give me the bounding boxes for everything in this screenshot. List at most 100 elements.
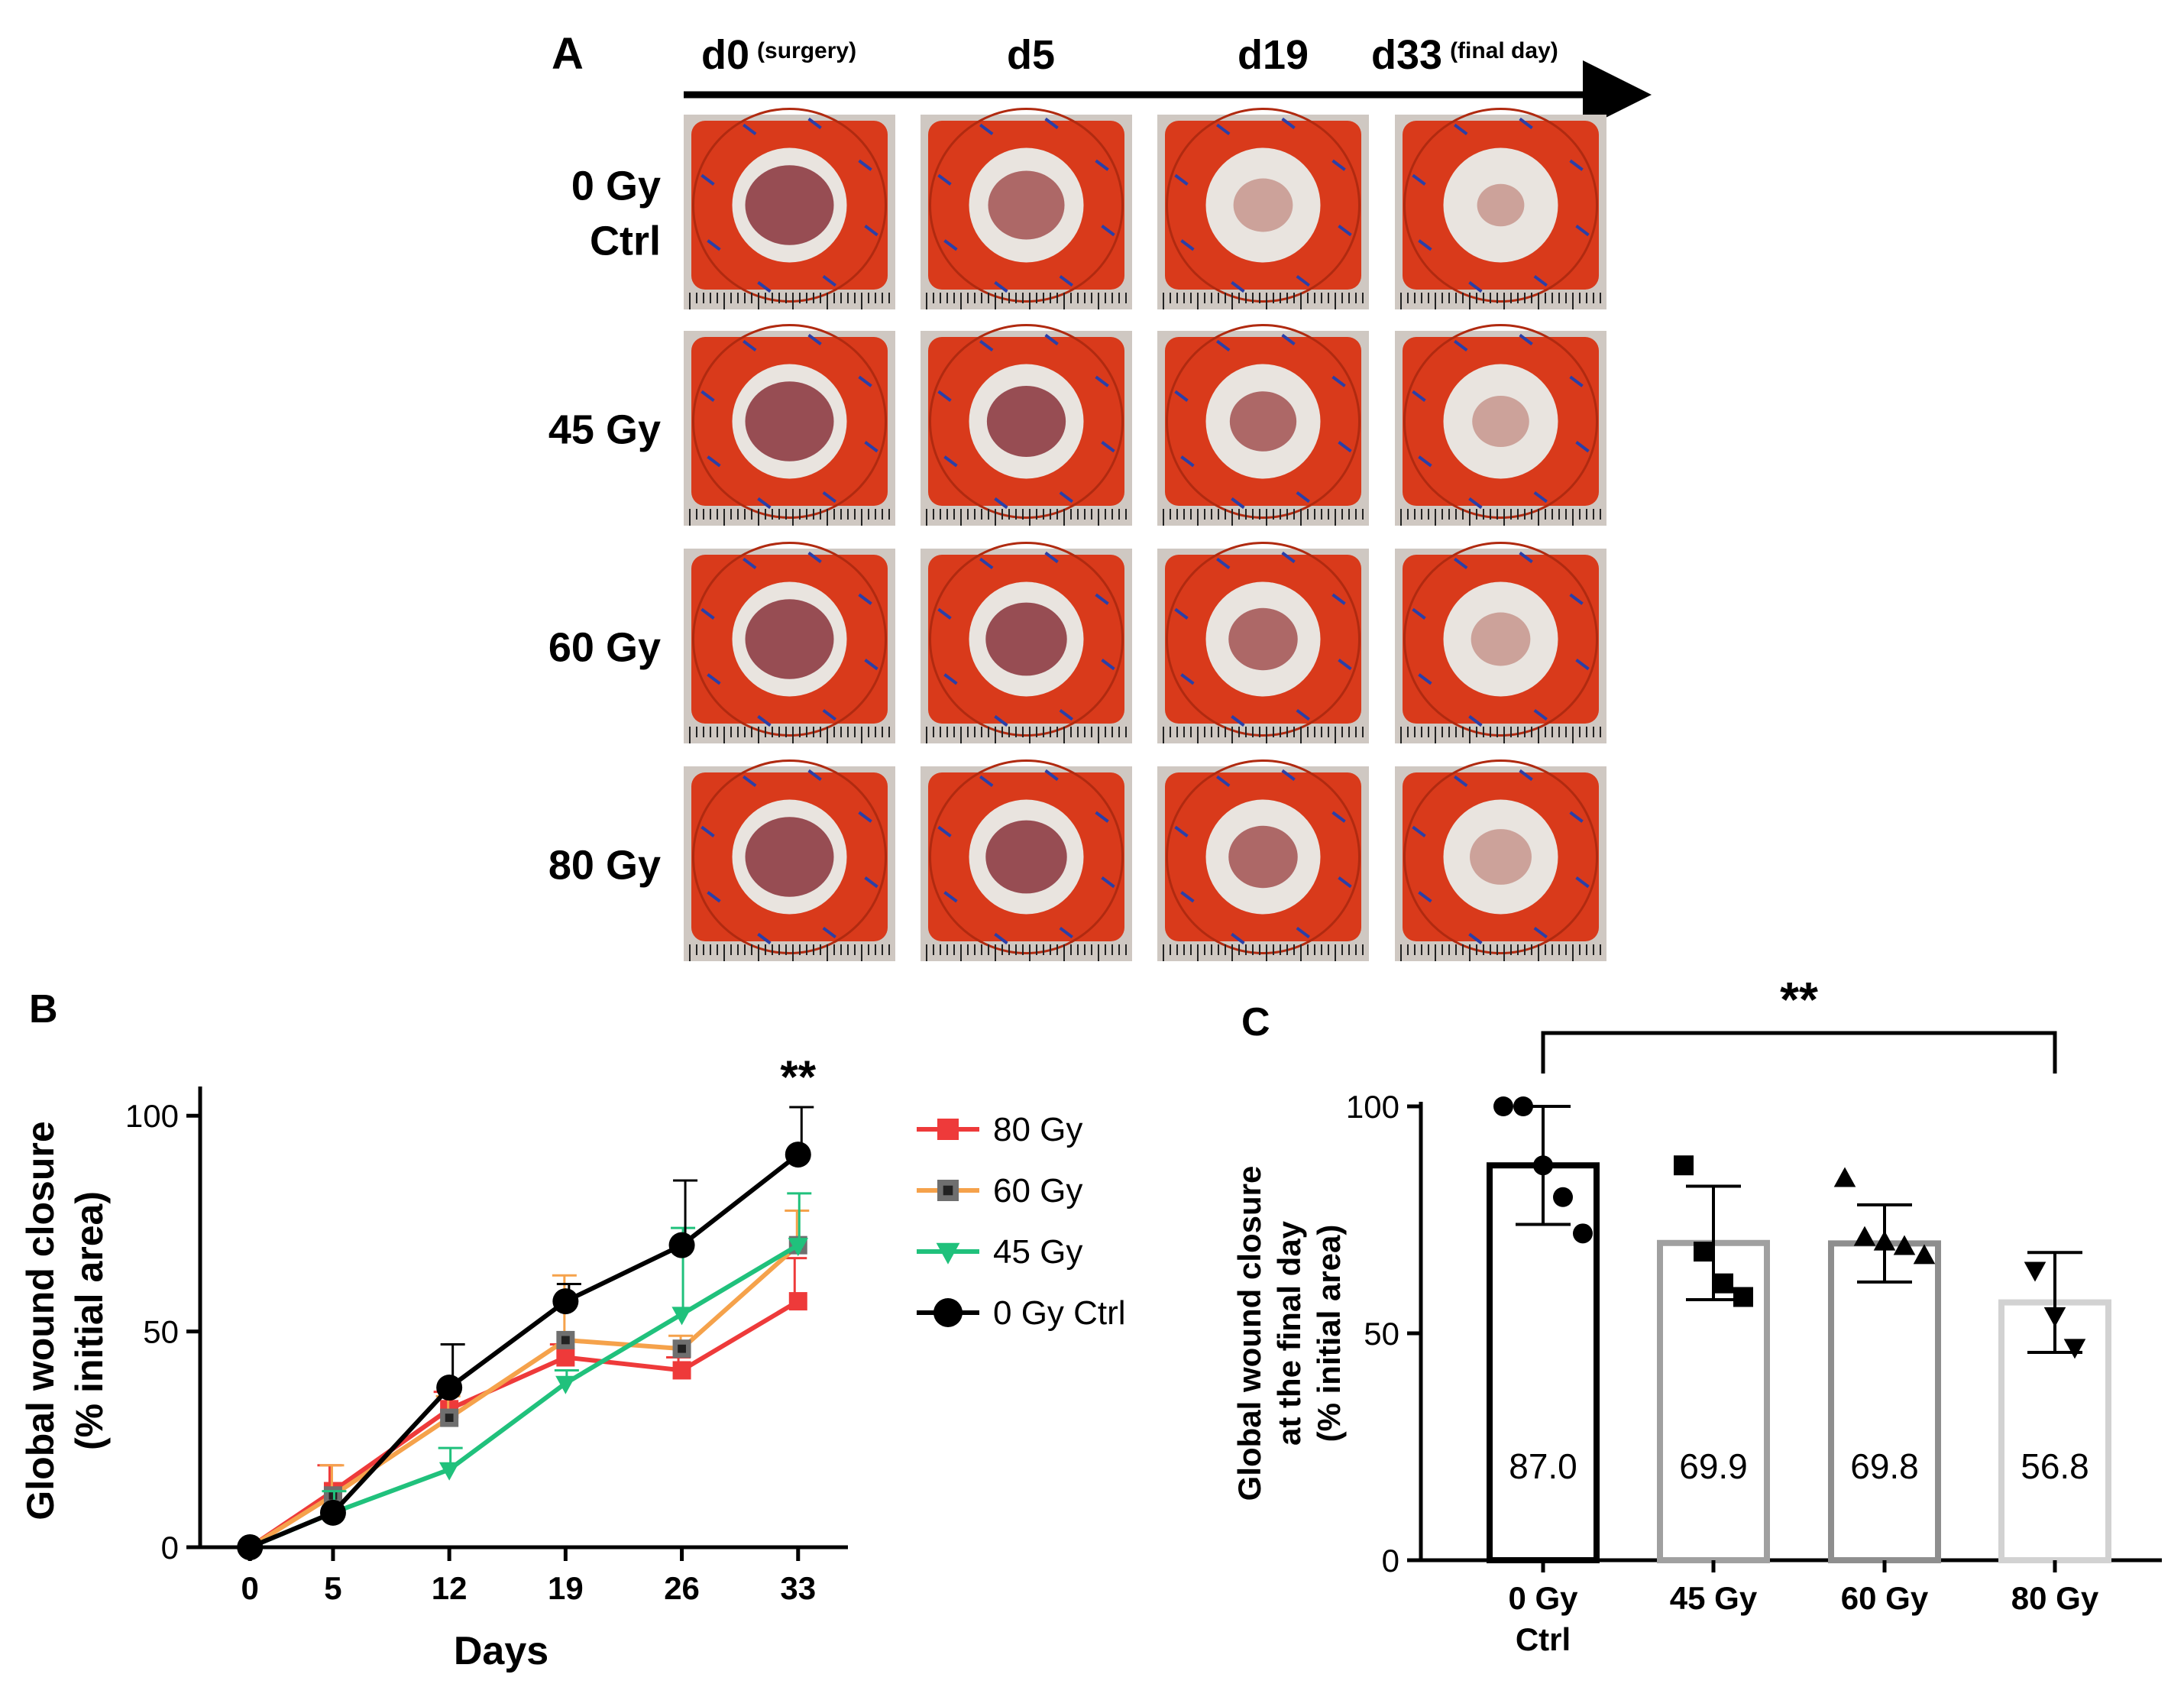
suture: [707, 455, 721, 468]
suture: [943, 673, 958, 685]
suture: [1331, 811, 1346, 823]
suture: [1418, 891, 1432, 903]
suture: [1101, 224, 1115, 237]
legend-marker-core: [943, 1185, 953, 1196]
suture: [864, 440, 878, 453]
panel-a-label: A: [552, 29, 584, 79]
suture: [1281, 333, 1296, 346]
suture: [700, 607, 715, 620]
suture: [1412, 825, 1426, 838]
suture: [807, 769, 822, 782]
suture: [1454, 123, 1468, 136]
individual-point: [2063, 1339, 2086, 1359]
individual-point: [2043, 1307, 2066, 1327]
row-label-1: 45 Gy: [548, 407, 661, 453]
x-tick-label: 80 Gy: [2011, 1580, 2099, 1616]
frame-edge: [1403, 108, 1598, 303]
wound-bed: [745, 165, 834, 245]
suture: [757, 714, 772, 727]
individual-point: [1694, 1242, 1713, 1262]
frame-edge: [929, 542, 1124, 737]
series-line: [248, 1299, 800, 1550]
series-0-gy-ctrl: [237, 1106, 814, 1560]
suture: [1468, 497, 1483, 510]
suture: [979, 775, 994, 788]
suture: [1296, 491, 1310, 504]
wound-photo-r1-c0: [684, 324, 895, 526]
legend-item: 0 Gy Ctrl: [917, 1294, 1126, 1332]
suture: [743, 557, 757, 570]
suture: [1216, 339, 1231, 352]
timeline-note: (surgery): [757, 38, 856, 63]
y-tick-label: 100: [125, 1098, 179, 1134]
row-label-3: 80 Gy: [548, 843, 661, 889]
data-point: [237, 1534, 264, 1560]
suture: [864, 224, 878, 237]
wound-bed: [745, 817, 834, 897]
x-tick-label: 0: [241, 1570, 259, 1606]
suture: [943, 239, 958, 251]
timeline-day: d19: [1238, 32, 1309, 78]
wound-bed: [1228, 607, 1298, 671]
data-point: [672, 1361, 691, 1380]
suture: [1231, 932, 1245, 945]
y-axis-title-line: (% initial area): [68, 1191, 111, 1450]
suture: [1180, 891, 1195, 903]
suture: [1533, 491, 1548, 504]
data-point-core: [445, 1414, 454, 1422]
wound-bed: [985, 602, 1067, 676]
frame-edge: [692, 759, 887, 954]
suture: [1231, 280, 1245, 293]
suture: [700, 825, 715, 838]
suture: [707, 891, 721, 903]
suture: [937, 607, 952, 620]
legend-label: 45 Gy: [993, 1233, 1082, 1271]
y-tick-label: 0: [1382, 1543, 1399, 1579]
data-point: [556, 1330, 575, 1349]
timeline-day: d0: [701, 32, 749, 78]
suture: [1216, 123, 1231, 136]
bar-value-label: 69.9: [1679, 1446, 1748, 1486]
suture: [707, 239, 721, 251]
suture: [1174, 173, 1189, 186]
panel-b-label: B: [29, 987, 58, 1031]
row-label-0: 0 Gy: [571, 164, 661, 209]
bar-group-2: 69.8 60 Gy: [1828, 1167, 1941, 1616]
wound-bed: [1472, 395, 1529, 448]
suture: [807, 551, 822, 564]
suture: [1216, 557, 1231, 570]
panel-c: C 0 50 100 Global wound closure at the final…: [1231, 972, 2162, 1657]
suture: [1296, 708, 1310, 721]
suture: [858, 593, 872, 605]
data-point: [785, 1142, 811, 1168]
legend-label: 0 Gy Ctrl: [993, 1294, 1126, 1332]
bar-chart: 0 50 100 Global wound closure at the final d…: [1231, 972, 2162, 1657]
frame-edge: [1166, 324, 1361, 519]
x-tick-label: 12: [432, 1570, 468, 1606]
suture: [743, 123, 757, 136]
wound-photo-r1-c3: [1395, 324, 1606, 526]
legend-item: 60 Gy: [917, 1172, 1082, 1210]
timeline-day: d33: [1371, 32, 1442, 78]
wound-photo-r0-c2: [1157, 108, 1369, 309]
wound-bed: [1477, 183, 1525, 227]
legend-label: 60 Gy: [993, 1172, 1082, 1210]
row-label-2: 60 Gy: [548, 625, 661, 671]
suture: [1575, 876, 1590, 889]
suture: [1296, 274, 1310, 287]
photo-grid: [684, 108, 1606, 961]
individual-point: [2024, 1261, 2046, 1282]
data-point: [788, 1292, 807, 1311]
suture: [757, 497, 772, 510]
wound-photo-r3-c3: [1395, 759, 1606, 961]
suture: [1569, 375, 1584, 387]
frame-edge: [1166, 108, 1361, 303]
timeline-labels: d0 (surgery) d5 d19 d33 (final day): [701, 32, 1558, 78]
y-tick-label: 50: [1364, 1316, 1399, 1352]
data-point: [436, 1375, 463, 1401]
suture: [1095, 375, 1109, 387]
legend-marker: [936, 1242, 960, 1265]
suture: [1338, 224, 1352, 237]
suture: [1059, 491, 1073, 504]
